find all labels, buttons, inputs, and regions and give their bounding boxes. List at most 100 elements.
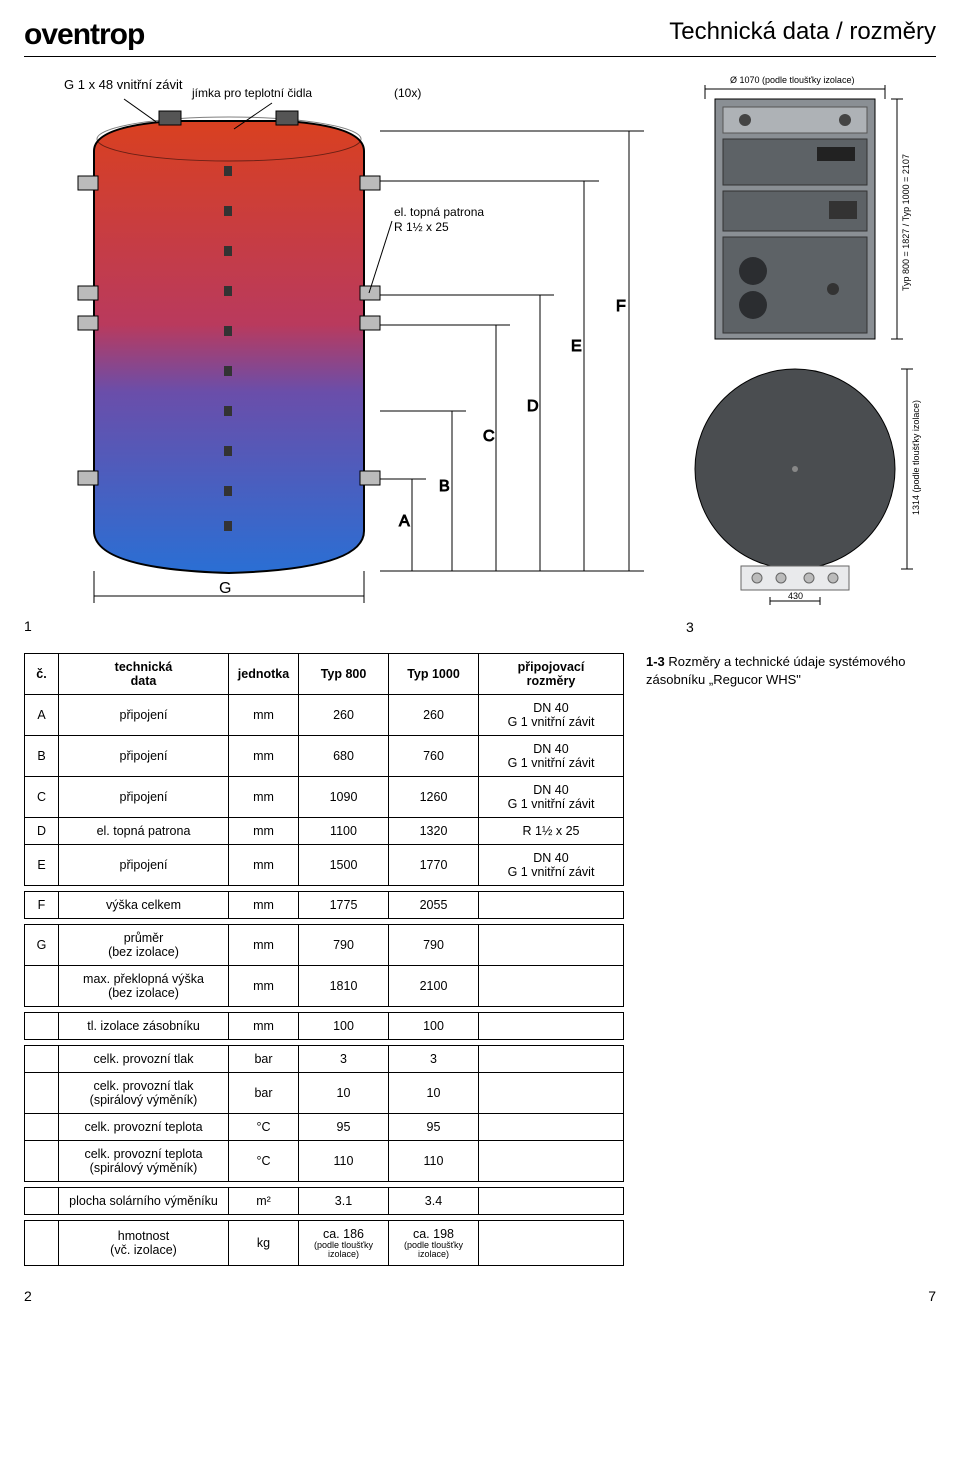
dim-width-g: G [94, 571, 364, 603]
footer-page-number: 7 [928, 1288, 936, 1304]
cell-unit: mm [229, 736, 299, 777]
label-sensor-count: (10x) [394, 86, 421, 100]
cell-unit: mm [229, 925, 299, 966]
cell-v800: 1500 [299, 845, 389, 886]
cell-v800: 1775 [299, 892, 389, 919]
cell-v1000: 260 [389, 695, 479, 736]
cell-unit: °C [229, 1114, 299, 1141]
dim-letter-D: D [527, 398, 539, 415]
cell-unit: m² [229, 1188, 299, 1215]
cell-v800: 10 [299, 1073, 389, 1114]
cell-data: max. překlopná výška (bez izolace) [59, 966, 229, 1007]
cell-index: D [25, 818, 59, 845]
cell-data: celk. provozní tlak (spirálový výměník) [59, 1073, 229, 1114]
table-row: celk. provozní tlak (spirálový výměník)b… [25, 1073, 624, 1114]
cell-unit: kg [229, 1221, 299, 1266]
table-row: Apřipojenímm260260DN 40 G 1 vnitřní závi… [25, 695, 624, 736]
dim-letter-E: E [571, 338, 582, 355]
cell-data: připojení [59, 845, 229, 886]
cell-v1000: 790 [389, 925, 479, 966]
cell-v800: 100 [299, 1013, 389, 1040]
cell-index: C [25, 777, 59, 818]
tank-body [94, 121, 364, 573]
label-sensor-well: jímka pro teplotní čidla [191, 86, 312, 100]
cell-data: výška celkem [59, 892, 229, 919]
dimension-lines: F E D C B A [380, 131, 644, 571]
cell-v800: 1100 [299, 818, 389, 845]
cell-unit: mm [229, 818, 299, 845]
label-top-diameter: Ø 1070 (podle tloušťky izolace) [730, 75, 854, 85]
table-row: celk. provozní teplota°C9595 [25, 1114, 624, 1141]
cell-data: připojení [59, 695, 229, 736]
cell-conn [479, 966, 624, 1007]
th-data: technická data [59, 654, 229, 695]
table-row: tl. izolace zásobníkumm100100 [25, 1013, 624, 1040]
cell-data: připojení [59, 777, 229, 818]
caption-prefix: 1-3 [646, 654, 665, 669]
label-manifold-width: 430 [788, 591, 803, 601]
cell-conn [479, 892, 624, 919]
cell-data: tl. izolace zásobníku [59, 1013, 229, 1040]
cell-v1000: ca. 198(podle tloušťky izolace) [389, 1221, 479, 1266]
dim-letter-C: C [483, 428, 495, 445]
table-row: hmotnost (vč. izolace)kgca. 186(podle tl… [25, 1221, 624, 1266]
table-row: Del. topná patronamm11001320R 1½ x 25 [25, 818, 624, 845]
cell-index: B [25, 736, 59, 777]
cell-unit: bar [229, 1046, 299, 1073]
cell-index [25, 1046, 59, 1073]
cell-unit: bar [229, 1073, 299, 1114]
page-header: oventrop Technická data / rozměry [24, 18, 936, 52]
cell-v1000: 95 [389, 1114, 479, 1141]
cell-v800: 95 [299, 1114, 389, 1141]
cell-v1000: 2100 [389, 966, 479, 1007]
cell-v800: 790 [299, 925, 389, 966]
table-row: Cpřipojenímm10901260DN 40 G 1 vnitřní zá… [25, 777, 624, 818]
cell-conn [479, 1046, 624, 1073]
th-unit: jednotka [229, 654, 299, 695]
cell-v1000: 3 [389, 1046, 479, 1073]
cell-v800: 3 [299, 1046, 389, 1073]
spec-table: č. technická data jednotka Typ 800 Typ 1… [24, 653, 624, 1266]
th-typ1000: Typ 1000 [389, 654, 479, 695]
figure-caption: 1-3 Rozměry a technické údaje systémovéh… [646, 653, 926, 689]
cell-index [25, 1221, 59, 1266]
cell-index [25, 1114, 59, 1141]
cell-unit: mm [229, 966, 299, 1007]
cell-conn [479, 1073, 624, 1114]
cell-data: hmotnost (vč. izolace) [59, 1221, 229, 1266]
cell-unit: mm [229, 777, 299, 818]
table-row: Fvýška celkemmm17752055 [25, 892, 624, 919]
cell-conn [479, 925, 624, 966]
dim-letter-A: A [399, 513, 410, 530]
brand-logo: oventrop [24, 18, 144, 52]
cell-v1000: 3.4 [389, 1188, 479, 1215]
cell-v1000: 10 [389, 1073, 479, 1114]
th-index: č. [25, 654, 59, 695]
cell-conn: R 1½ x 25 [479, 818, 624, 845]
figure-tank-section: G 1 x 48 vnitřní závit jímka pro teplotn… [24, 71, 664, 635]
cell-conn [479, 1188, 624, 1215]
cabinet-drawing: Ø 1070 (podle tloušťky izolace) [675, 71, 935, 611]
table-row: Bpřipojenímm680760DN 40 G 1 vnitřní závi… [25, 736, 624, 777]
dim-letter-F: F [616, 298, 626, 315]
cell-v800: 260 [299, 695, 389, 736]
cell-index [25, 1073, 59, 1114]
dim-letter-G: G [219, 580, 231, 597]
cell-unit: mm [229, 845, 299, 886]
cell-data: celk. provozní teplota [59, 1114, 229, 1141]
table-row: celk. provozní tlakbar33 [25, 1046, 624, 1073]
cell-v800: 1810 [299, 966, 389, 1007]
footer-left-number: 2 [24, 1288, 32, 1304]
th-typ800: Typ 800 [299, 654, 389, 695]
page-footer: 2 7 [0, 1284, 960, 1312]
table-row: Epřipojenímm15001770DN 40 G 1 vnitřní zá… [25, 845, 624, 886]
cell-v800: 3.1 [299, 1188, 389, 1215]
cell-unit: °C [229, 1141, 299, 1182]
cell-conn [479, 1141, 624, 1182]
spec-table-wrap: č. technická data jednotka Typ 800 Typ 1… [24, 653, 624, 1266]
cell-conn: DN 40 G 1 vnitřní závit [479, 736, 624, 777]
cell-v800: 1090 [299, 777, 389, 818]
cell-v1000: 100 [389, 1013, 479, 1040]
cell-conn: DN 40 G 1 vnitřní závit [479, 695, 624, 736]
cell-index: G [25, 925, 59, 966]
